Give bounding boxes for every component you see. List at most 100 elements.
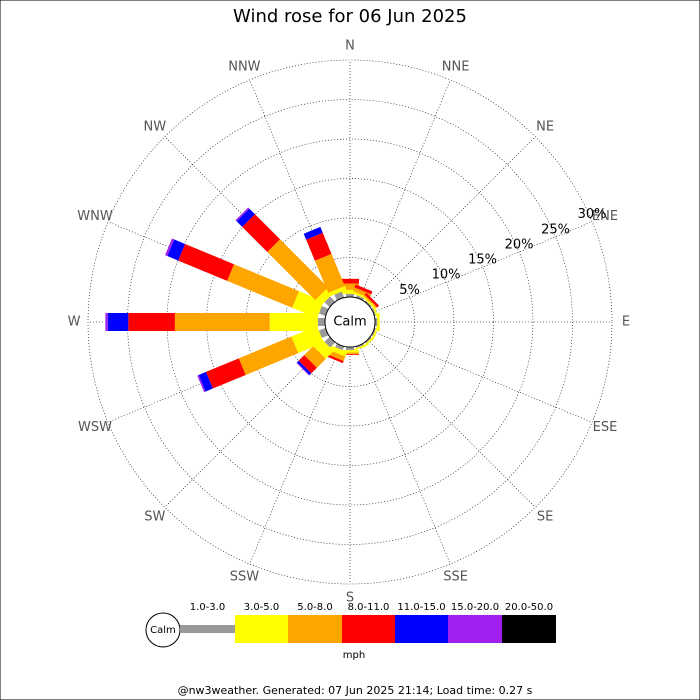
bar-segment: [364, 292, 380, 308]
ring: [87, 59, 613, 585]
calm-label: Calm: [333, 315, 366, 330]
legend-swatch: [342, 615, 395, 643]
bar-segment: [198, 371, 213, 392]
chart-title: Wind rose for 06 Jun 2025: [233, 6, 467, 27]
bar-segment: [341, 289, 359, 294]
bar-segment: [298, 355, 317, 374]
direction-label: ESE: [593, 420, 618, 435]
bar-segment: [296, 362, 310, 376]
legend-label: 5.0-8.0: [297, 602, 332, 613]
bar-segment: [374, 318, 378, 326]
bar-segment: [107, 313, 129, 331]
direction-label: NNW: [228, 60, 260, 75]
direction-label: NW: [144, 119, 167, 134]
direction-label: WNW: [77, 209, 113, 224]
legend-swatch: [395, 615, 448, 643]
bar-segment: [346, 347, 354, 351]
calm-circle: [324, 296, 376, 348]
bar-segment: [303, 226, 323, 240]
direction-label: W: [68, 315, 81, 330]
direction-label: SW: [144, 510, 165, 525]
bar-segment: [227, 264, 299, 308]
bar-segment: [314, 253, 345, 293]
spoke: [372, 331, 593, 423]
legend-swatch: [235, 615, 288, 643]
bar-segment: [355, 343, 364, 349]
spoke: [367, 339, 536, 508]
ring-label: 20%: [505, 237, 534, 252]
ring-label: 5%: [399, 283, 420, 298]
bar-segment: [346, 293, 354, 297]
bar-segment: [304, 346, 326, 368]
direction-label: S: [346, 591, 354, 606]
bar-segment: [371, 308, 377, 317]
direction-label: E: [622, 315, 630, 330]
bar-segment: [236, 208, 255, 227]
spoke: [367, 136, 536, 305]
bar-segment: [351, 343, 370, 352]
direction-label: ENE: [592, 209, 618, 224]
bar-segment: [269, 313, 318, 331]
bar-segment: [306, 232, 332, 261]
bar-segment: [317, 318, 326, 326]
bar-segment: [355, 295, 365, 301]
bar-segment: [326, 354, 344, 364]
legend-label: 15.0-20.0: [451, 602, 499, 613]
legend-swatch: [288, 615, 342, 643]
spoke: [372, 221, 593, 313]
legend-label: 20.0-50.0: [505, 602, 553, 613]
legend-label: 11.0-15.0: [397, 602, 445, 613]
bar-segment: [296, 360, 312, 376]
bar-segment: [328, 345, 348, 357]
bar-segment: [128, 313, 175, 331]
legend-label: 1.0-3.0: [190, 602, 225, 613]
bar-segment: [105, 313, 108, 331]
direction-label: NE: [536, 119, 554, 134]
bar-segment: [341, 354, 359, 355]
spoke: [249, 344, 341, 565]
direction-label: SSW: [230, 569, 260, 584]
bar-segment: [205, 358, 246, 389]
bar-segment: [324, 296, 336, 308]
ring-label: 25%: [541, 222, 570, 237]
bar-segment: [341, 278, 359, 284]
bar-segment: [364, 300, 372, 308]
bar-segment: [291, 325, 324, 354]
direction-label: NNE: [442, 60, 470, 75]
bar-segment: [167, 239, 186, 261]
bar-segment: [197, 374, 206, 393]
bar-segment: [335, 343, 345, 351]
ring-label: 15%: [468, 253, 497, 268]
direction-label: SSE: [443, 569, 468, 584]
direction-label: N: [345, 39, 355, 54]
legend-swatch: [448, 615, 502, 643]
ring-label: 30%: [578, 207, 607, 222]
ring: [166, 138, 534, 506]
direction-label: SE: [537, 510, 553, 525]
bar-segment: [242, 214, 281, 253]
legend-calm-label: Calm: [150, 625, 176, 636]
ring-label: 10%: [432, 268, 461, 283]
legend-swatch: [502, 615, 556, 643]
spoke: [359, 344, 451, 565]
direction-label: WSW: [78, 420, 112, 435]
legend-swatch: [180, 625, 235, 633]
bar-segment: [292, 291, 324, 319]
bar-segment: [341, 352, 359, 355]
bar-segment: [178, 243, 235, 281]
bar-segment: [364, 336, 372, 344]
ring: [127, 99, 573, 545]
bar-segment: [324, 336, 336, 348]
unit-label: mph: [343, 650, 365, 661]
bar-segment: [165, 238, 175, 257]
bar-segment: [174, 313, 270, 331]
legend-label: 8.0-11.0: [348, 602, 390, 613]
bar-segment: [341, 283, 359, 290]
bar-segment: [238, 336, 299, 375]
bar-segment: [354, 284, 373, 295]
bar-segment: [267, 239, 329, 301]
legend-label: 3.0-5.0: [244, 602, 279, 613]
footer: @nw3weather. Generated: 07 Jun 2025 21:1…: [178, 684, 533, 697]
bar-segment: [328, 285, 347, 297]
bar-segment: [371, 327, 377, 336]
